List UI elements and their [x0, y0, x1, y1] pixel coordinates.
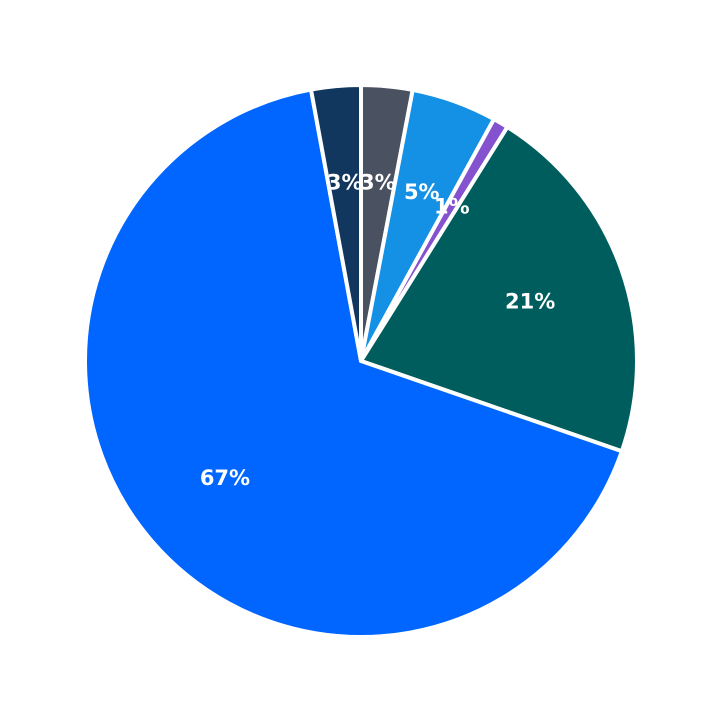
slice-label: 3% — [360, 170, 396, 194]
slice-label: 1% — [434, 194, 470, 218]
pie-slice — [83, 87, 624, 639]
slice-label: 67% — [200, 466, 250, 490]
pie-slice — [308, 83, 363, 363]
pie-slice — [359, 125, 639, 454]
slice-label: 5% — [404, 180, 440, 204]
slice-label: 3% — [327, 170, 363, 194]
pie-labels: 3% 5%1% 21% 67% 3% — [200, 170, 555, 490]
pie-slices — [83, 83, 639, 639]
slice-label: 21% — [505, 289, 555, 313]
